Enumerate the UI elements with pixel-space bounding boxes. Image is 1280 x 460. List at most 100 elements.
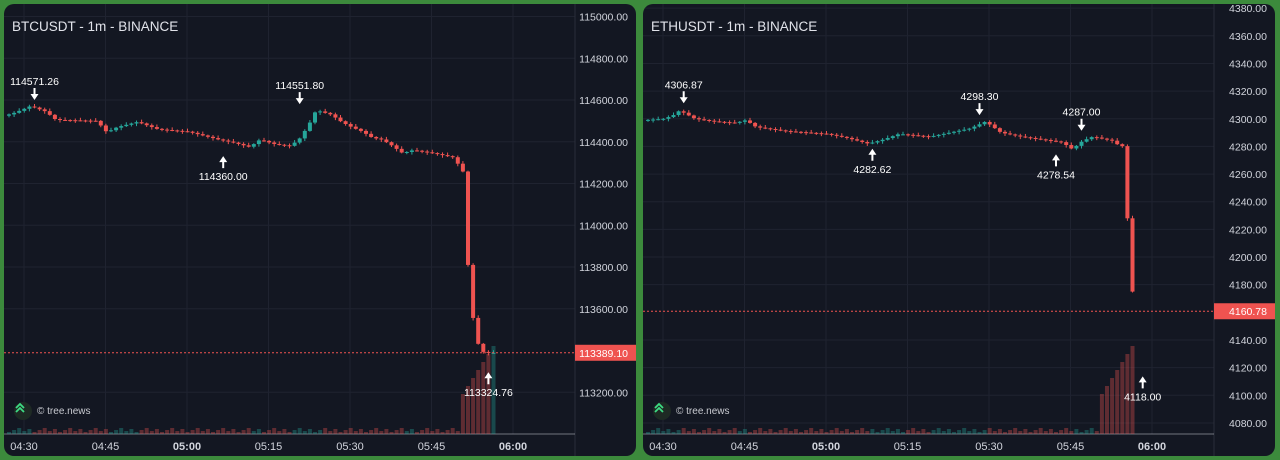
btc-candle: [211, 136, 215, 139]
btc-candle: [251, 144, 256, 147]
eth-candle: [656, 119, 661, 121]
eth-candle: [788, 131, 793, 133]
btc-volume-bar: [297, 428, 302, 434]
btc-candle: [241, 143, 246, 146]
eth-candle: [926, 136, 931, 138]
btc-arrow-up-icon: [484, 372, 493, 385]
eth-volume-bar: [1033, 430, 1038, 434]
btc-volume-bar: [430, 431, 435, 434]
eth-candle: [1110, 139, 1115, 141]
eth-candle: [1043, 139, 1048, 141]
eth-volume-bar: [671, 432, 676, 434]
btc-candle: [170, 129, 175, 131]
btc-volume-bar: [287, 432, 292, 434]
btc-volume-bar: [175, 431, 180, 434]
btc-current-price-label: 113389.10: [579, 348, 628, 360]
eth-volume-bar: [1038, 428, 1043, 434]
eth-chart-panel[interactable]: 04:30 04:45 05:00 05:15 05:30 05:45 06:00 4380.…: [643, 4, 1275, 456]
btc-current-price-badge: [575, 344, 636, 361]
btc-volume-bar: [216, 430, 221, 434]
eth-candle: [936, 134, 941, 136]
btc-candle: [98, 120, 103, 126]
eth-volume-bar: [793, 429, 798, 434]
eth-candle: [681, 111, 686, 113]
btc-volume-bar: [42, 428, 47, 434]
btc-candle: [83, 120, 88, 122]
btc-candle: [318, 111, 323, 113]
btc-candle: [389, 142, 394, 146]
watermark-text: © tree.news: [37, 405, 91, 417]
eth-candle: [834, 134, 839, 136]
eth-candle: [916, 135, 921, 137]
btc-annotation-label: 114551.80: [275, 80, 324, 92]
btc-volume-bar: [7, 432, 11, 434]
btc-volume-bar: [149, 431, 154, 434]
eth-candle: [1008, 133, 1013, 135]
btc-candle: [348, 124, 353, 127]
btc-volume-bar: [425, 428, 430, 434]
btc-candle: [430, 152, 435, 154]
eth-volume-bar: [646, 432, 650, 434]
eth-volume-bar: [987, 428, 992, 434]
btc-candle: [195, 132, 200, 135]
eth-candle: [1059, 141, 1064, 143]
btc-volume-bar: [236, 432, 241, 434]
eth-candle: [865, 141, 870, 144]
eth-price-tick: 4140.00: [1229, 335, 1267, 347]
btc-volume-bar: [389, 432, 394, 434]
btc-candle: [185, 131, 190, 133]
eth-volume-bar: [799, 432, 803, 434]
eth-candle: [697, 118, 701, 120]
eth-price-tick: 4360.00: [1229, 31, 1267, 43]
eth-volume-bar: [982, 430, 987, 434]
btc-volume-bar: [83, 432, 88, 434]
eth-candle: [1018, 135, 1023, 137]
eth-candle: [1074, 145, 1079, 149]
eth-volume-bar: [661, 431, 666, 434]
btc-candlestick-chart[interactable]: 04:30 04:45 05:00 05:15 05:30 05:45 06:00 11500…: [4, 4, 636, 456]
eth-price-tick: 4120.00: [1229, 363, 1267, 375]
eth-candlestick-chart[interactable]: 04:30 04:45 05:00 05:15 05:30 05:45 06:00 4380.…: [643, 4, 1275, 456]
eth-watermark: © tree.news: [653, 402, 730, 420]
eth-volume-bar: [941, 431, 946, 434]
eth-candle: [773, 128, 778, 130]
eth-volume-bar: [712, 431, 717, 434]
btc-price-tick: 115000.00: [579, 12, 628, 24]
eth-volume-bar: [890, 431, 895, 434]
btc-volume-bar: [63, 430, 68, 434]
eth-annotation-label: 4282.62: [853, 164, 891, 176]
eth-candle: [992, 124, 997, 129]
btc-candle: [379, 138, 384, 140]
eth-volume-bar: [737, 431, 742, 434]
eth-candle: [814, 132, 819, 134]
btc-price-tick: 113600.00: [579, 304, 628, 316]
eth-price-tick: 4260.00: [1229, 169, 1267, 181]
btc-price-tick: 114200.00: [579, 179, 628, 191]
eth-candle: [1079, 141, 1084, 146]
btc-arrow-down-icon: [30, 88, 39, 101]
btc-candle: [129, 123, 134, 125]
btc-volume-bar: [333, 429, 338, 434]
btc-volume-bar: [32, 432, 37, 434]
eth-candle: [799, 131, 803, 133]
btc-candle: [338, 117, 343, 122]
btc-volume-bar: [190, 430, 195, 434]
eth-candle: [1125, 146, 1130, 219]
btc-volume-bar: [221, 428, 226, 434]
btc-candle: [323, 111, 328, 113]
btc-candle: [440, 154, 445, 156]
eth-candle: [850, 137, 854, 140]
eth-candle: [737, 121, 742, 123]
btc-candle: [73, 120, 78, 122]
btc-volume-bar: [103, 429, 108, 434]
eth-volume-bar: [717, 429, 722, 434]
btc-volume-bar: [384, 429, 389, 434]
btc-candle: [409, 150, 414, 152]
btc-chart-panel[interactable]: 04:30 04:45 05:00 05:15 05:30 05:45 06:00 11500…: [4, 4, 636, 456]
eth-volume-bar: [992, 431, 997, 434]
btc-volume-bar: [348, 428, 353, 434]
eth-candle: [722, 121, 727, 123]
eth-candle: [768, 128, 773, 130]
eth-volume-bar: [1054, 432, 1058, 434]
eth-volume-bar: [814, 431, 819, 434]
